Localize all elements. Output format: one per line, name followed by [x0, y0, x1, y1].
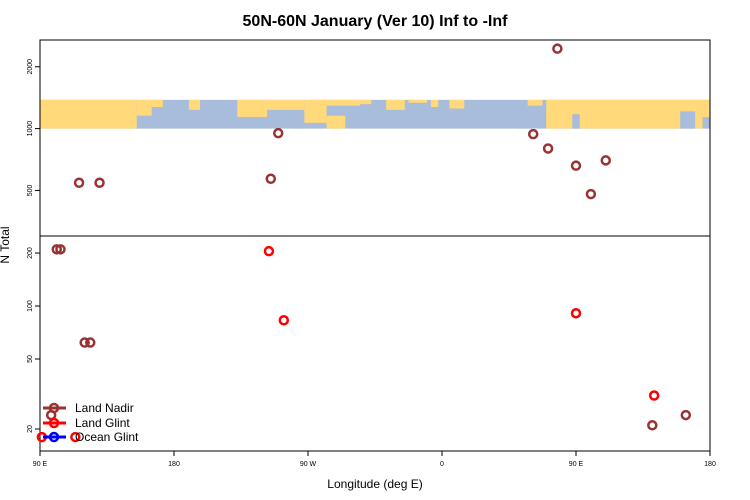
land-region: [237, 99, 268, 118]
map-land: [40, 99, 710, 129]
map-strip: [40, 99, 710, 129]
x-tick-label: 180: [704, 461, 716, 468]
legend-marker-ocean-glint: [48, 431, 60, 443]
legend-marker-land-glint: [48, 417, 60, 429]
point-land-nadir: [79, 337, 90, 348]
point-land-nadir: [94, 177, 105, 188]
point-land-glint: [70, 431, 81, 443]
land-region: [40, 99, 137, 129]
land-region: [386, 99, 405, 110]
point-land-glint: [263, 245, 275, 257]
ocean-inlet: [572, 114, 580, 129]
land-region: [267, 99, 305, 110]
y-tick-label: 20: [27, 425, 34, 433]
point-land-nadir: [272, 127, 284, 139]
land-region: [527, 99, 543, 106]
land-region: [188, 99, 201, 110]
y-axis-label: N Total: [0, 226, 12, 263]
y-tick-label: 200: [27, 247, 34, 259]
x-tick-label: 180: [168, 461, 180, 468]
land-region: [430, 99, 439, 108]
land-region: [311, 99, 361, 106]
data-points: [36, 43, 692, 443]
legend-label-land-nadir: Land Nadir: [75, 401, 134, 415]
point-land-nadir: [85, 337, 96, 348]
legend-label-ocean-glint: Ocean Glint: [75, 430, 139, 444]
point-land-nadir: [73, 177, 85, 188]
point-land-nadir: [265, 173, 277, 184]
x-tick-label: 0: [440, 461, 444, 468]
y-tick-label: 2000: [27, 59, 34, 75]
point-land-nadir: [552, 43, 563, 54]
y-axis-lower: 20 50 100 200: [27, 247, 40, 433]
point-land-glint: [570, 307, 582, 319]
point-land-glint: [278, 315, 290, 326]
x-tick-label: 90 E: [33, 461, 48, 468]
y-axis-upper: 500 1000 2000: [27, 59, 40, 196]
land-region: [408, 99, 428, 103]
point-land-nadir: [570, 160, 582, 171]
land-region: [546, 99, 703, 129]
x-tick-label: 90 E: [569, 461, 584, 468]
y-tick-label: 50: [27, 355, 34, 363]
point-land-nadir: [51, 244, 62, 255]
point-land-nadir: [600, 155, 612, 166]
y-tick-label: 100: [27, 300, 34, 312]
land-region: [304, 99, 327, 123]
ocean-inlet: [293, 112, 305, 129]
legend: Land Nadir Land Glint Ocean Glint: [43, 401, 139, 444]
land-region: [326, 115, 346, 129]
point-land-nadir: [647, 420, 658, 431]
land-region: [151, 99, 163, 108]
legend-label-land-glint: Land Glint: [75, 416, 130, 430]
chart-title: 50N-60N January (Ver 10) Inf to -Inf: [243, 13, 509, 30]
y-tick-label: 500: [27, 184, 34, 196]
point-land-glint: [648, 390, 660, 401]
land-region: [449, 99, 465, 109]
land-region: [136, 99, 152, 116]
y-tick-label: 1000: [27, 121, 34, 137]
upper-panel-frame: [39, 39, 711, 237]
point-land-nadir: [55, 244, 66, 255]
ocean-inlet: [516, 108, 532, 129]
ocean-inlet: [680, 111, 696, 129]
lower-panel-frame: [39, 235, 711, 452]
x-axis-label: Longitude (deg E): [327, 477, 422, 491]
point-land-nadir: [542, 143, 554, 154]
x-axis: 90 E 180 90 W 0 90 E 180: [33, 451, 716, 468]
legend-marker-land-nadir: [48, 402, 60, 414]
land-region: [702, 99, 710, 118]
point-land-nadir: [680, 409, 692, 421]
x-tick-label: 90 W: [300, 461, 317, 468]
point-land-nadir: [585, 188, 597, 200]
land-region: [348, 99, 372, 105]
point-land-nadir: [527, 128, 539, 140]
